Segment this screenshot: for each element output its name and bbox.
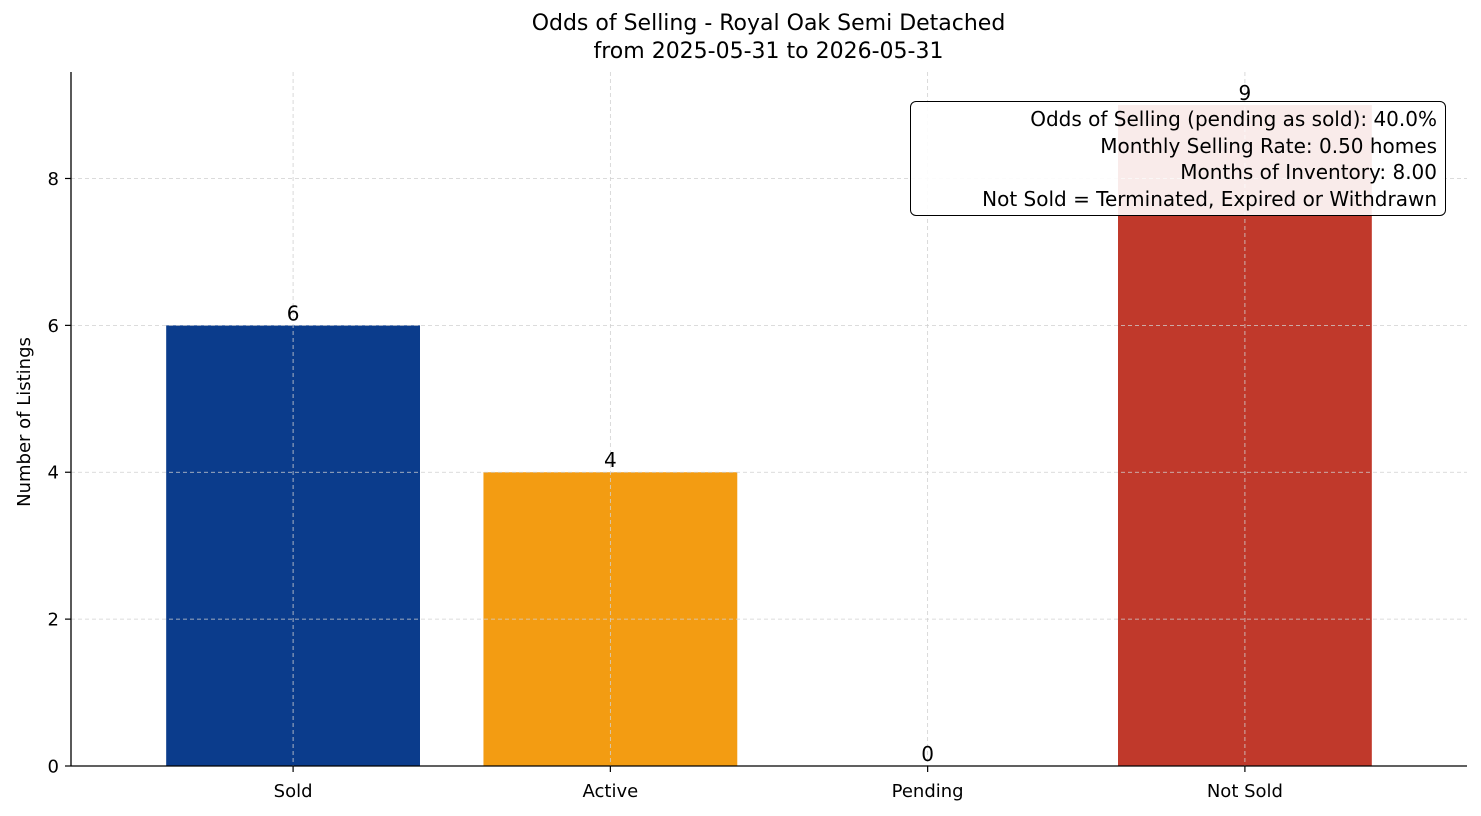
chart-subtitle-line: from 2025-05-31 to 2026-05-31 [593, 39, 944, 64]
x-tick-label: Active [583, 781, 639, 802]
bar-value-label: 9 [1239, 81, 1252, 105]
bar-value-label: 0 [921, 742, 934, 766]
annotation-odds-of-selling: Odds of Selling (pending as sold): 40.0% [1030, 107, 1437, 131]
y-tick-label: 8 [48, 169, 59, 190]
bar-value-label: 6 [287, 301, 300, 325]
y-tick-label: 6 [48, 316, 59, 337]
y-tick-label: 4 [48, 463, 59, 484]
chart-title-line: Odds of Selling - Royal Oak Semi Detache… [531, 11, 1006, 36]
chart-title: Odds of Selling - Royal Oak Semi Detache… [0, 10, 1481, 66]
bar-value-label: 4 [604, 448, 617, 472]
x-tick-label: Not Sold [1207, 781, 1283, 802]
statistics-annotation-box: Odds of Selling (pending as sold): 40.0%… [910, 101, 1446, 216]
x-tick-label: Pending [892, 781, 964, 802]
y-tick-label: 2 [48, 610, 59, 631]
y-tick-label: 0 [48, 757, 59, 778]
annotation-monthly-selling-rate: Monthly Selling Rate: 0.50 homes [1100, 133, 1437, 158]
x-tick-label: Sold [274, 781, 313, 802]
annotation-months-of-inventory: Months of Inventory: 8.00 [1180, 160, 1437, 185]
annotation-not-sold-definition: Not Sold = Terminated, Expired or Withdr… [982, 187, 1437, 212]
y-axis-label: Number of Listings [14, 337, 35, 507]
bar-sold [166, 325, 420, 766]
